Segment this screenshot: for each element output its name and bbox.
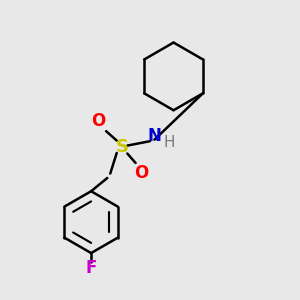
Text: O: O <box>134 164 148 182</box>
Text: O: O <box>91 112 106 130</box>
Text: N: N <box>148 127 161 145</box>
Text: S: S <box>116 138 128 156</box>
Text: H: H <box>164 134 176 149</box>
Text: F: F <box>85 259 97 277</box>
